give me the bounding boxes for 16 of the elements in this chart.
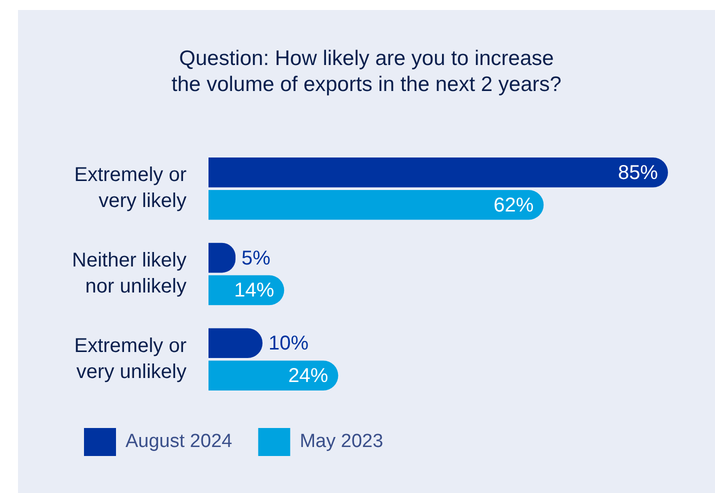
data-label: 14% bbox=[234, 280, 274, 302]
legend-label: August 2024 bbox=[126, 431, 233, 452]
legend-label: May 2023 bbox=[300, 431, 384, 452]
data-label: 10% bbox=[268, 332, 309, 355]
bar bbox=[208, 328, 263, 358]
chart-title: Question: How likely are you to increase the volume of exports in the next 2 years? bbox=[170, 46, 562, 98]
data-label: 85% bbox=[618, 162, 658, 184]
data-label: 24% bbox=[288, 365, 328, 388]
y-tick-label: Extremely or very likely bbox=[74, 164, 187, 212]
bar bbox=[208, 360, 338, 390]
y-tick-label: Extremely or very unlikely bbox=[74, 334, 187, 383]
data-label: 62% bbox=[494, 194, 534, 216]
y-tick-label: Neither likely nor unlikely bbox=[72, 250, 186, 298]
bar bbox=[208, 158, 668, 188]
data-label: 5% bbox=[242, 247, 271, 270]
bar bbox=[208, 190, 544, 220]
